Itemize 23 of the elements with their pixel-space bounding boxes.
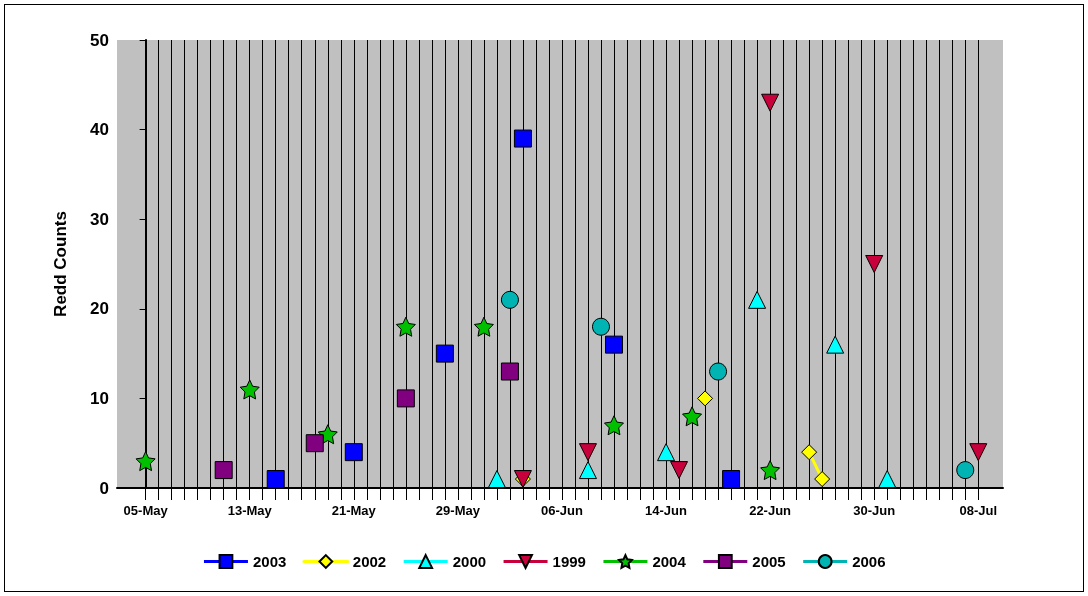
legend-label: 2006 bbox=[852, 553, 886, 570]
x-tick-label: 05-May bbox=[123, 503, 169, 518]
y-tick-label: 0 bbox=[99, 478, 109, 498]
legend-label: 2005 bbox=[752, 553, 786, 570]
y-axis-title: Redd Counts bbox=[51, 211, 70, 317]
x-tick-label: 08-Jul bbox=[959, 503, 998, 518]
legend-label: 1999 bbox=[552, 553, 586, 570]
y-tick-label: 40 bbox=[90, 120, 109, 140]
legend-label: 2003 bbox=[252, 553, 287, 570]
legend-label: 2000 bbox=[452, 553, 487, 570]
y-tick-label: 30 bbox=[90, 209, 109, 229]
x-tick-label: 13-May bbox=[227, 503, 273, 518]
x-tick-label: 30-Jun bbox=[853, 503, 896, 518]
x-tick-label: 22-Jun bbox=[749, 503, 792, 518]
x-tick-label: 06-Jun bbox=[541, 503, 583, 518]
legend-label: 2004 bbox=[652, 553, 687, 570]
x-tick-label: 14-Jun bbox=[645, 503, 688, 518]
y-tick-label: 50 bbox=[90, 30, 109, 50]
y-tick-label: 20 bbox=[90, 299, 109, 319]
y-tick-label: 10 bbox=[90, 388, 109, 408]
legend-label: 2002 bbox=[352, 553, 387, 570]
x-tick-label: 29-May bbox=[435, 503, 481, 518]
x-tick-label: 21-May bbox=[331, 503, 377, 518]
